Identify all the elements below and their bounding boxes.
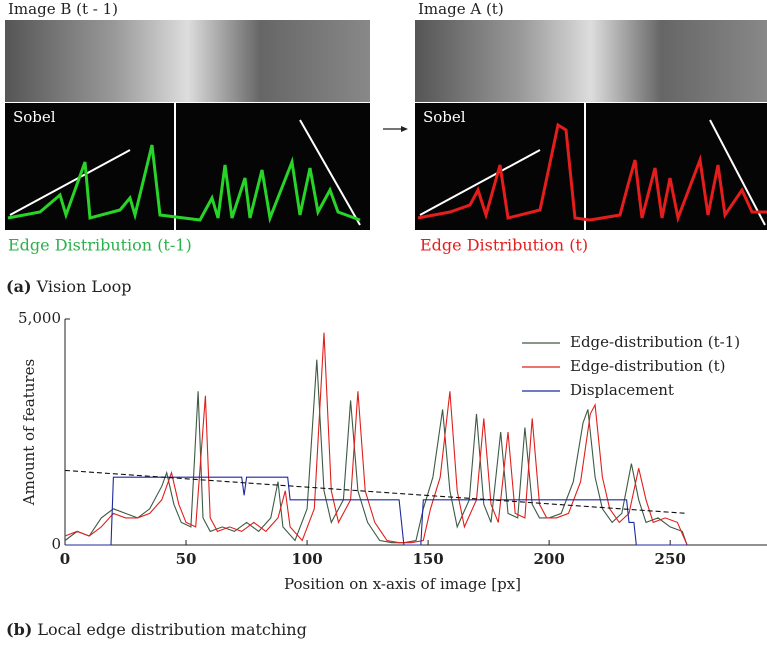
edge-curve — [417, 122, 767, 224]
legend-label: Displacement — [570, 381, 674, 399]
sobel-label: Sobel — [423, 108, 466, 126]
y-axis-label: Amount of features — [20, 359, 38, 506]
x-tick-label: 50 — [176, 550, 197, 568]
sobel-label: Sobel — [13, 108, 56, 126]
x-axis-label: Position on x-axis of image [px] — [284, 575, 521, 593]
subfigure-caption: (b) Local edge distribution matching — [6, 620, 307, 639]
y-tick-label: 5,000 — [18, 309, 61, 327]
subfigure-label: (b) — [6, 620, 32, 639]
sobel-image — [415, 103, 767, 230]
x-tick-label: 100 — [291, 550, 322, 568]
x-tick-label: 150 — [412, 550, 443, 568]
arrow-head — [401, 126, 408, 132]
x-tick-label: 200 — [533, 550, 564, 568]
legend-label: Edge-distribution (t-1) — [570, 333, 740, 351]
series-line — [65, 476, 688, 546]
subfigure-label: (a) — [6, 277, 32, 296]
photo — [5, 20, 370, 102]
series-line — [64, 332, 688, 546]
sobel-image — [5, 103, 370, 230]
image-title: Image A (t) — [418, 0, 504, 18]
subfigure-text: Vision Loop — [36, 277, 132, 296]
y-tick-label: 0 — [51, 535, 61, 553]
edge-caption: Edge Distribution (t) — [420, 236, 588, 255]
subfigure-text: Local edge distribution matching — [37, 620, 306, 639]
legend-label: Edge-distribution (t) — [570, 357, 725, 375]
chart: 0 50 100 150 200 250 0 5,000 Position on x-axis … — [18, 309, 767, 593]
series-line — [64, 359, 688, 546]
photo — [415, 20, 767, 102]
x-tick-label: 0 — [60, 550, 70, 568]
edge-curve — [7, 144, 361, 224]
image-title: Image B (t - 1) — [8, 0, 118, 18]
edges — [9, 103, 766, 230]
edge-caption: Edge Distribution (t-1) — [8, 236, 192, 255]
x-tick-label: 250 — [655, 550, 686, 568]
subfigure-caption: (a) Vision Loop — [6, 277, 131, 296]
